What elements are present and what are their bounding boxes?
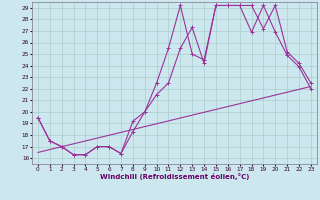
X-axis label: Windchill (Refroidissement éolien,°C): Windchill (Refroidissement éolien,°C): [100, 173, 249, 180]
